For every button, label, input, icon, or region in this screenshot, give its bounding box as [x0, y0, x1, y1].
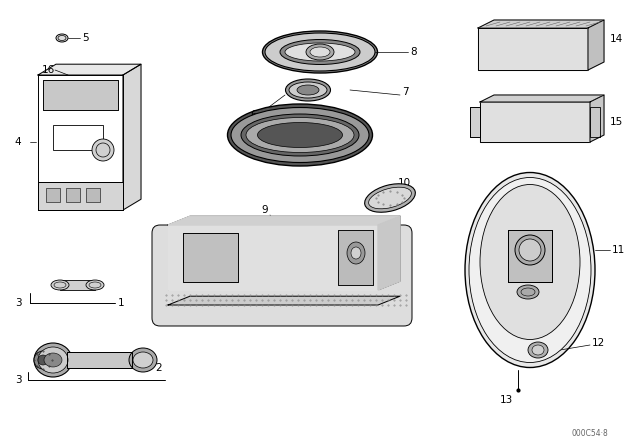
- Ellipse shape: [528, 342, 548, 358]
- Bar: [60, 280, 95, 290]
- Text: 9: 9: [262, 205, 268, 215]
- Bar: [183, 233, 238, 282]
- Polygon shape: [588, 20, 604, 70]
- Ellipse shape: [92, 139, 114, 161]
- Ellipse shape: [532, 345, 544, 355]
- Text: 16: 16: [42, 65, 55, 75]
- Bar: [67, 352, 132, 368]
- Ellipse shape: [285, 43, 355, 61]
- Bar: [53, 125, 103, 150]
- Polygon shape: [123, 64, 141, 210]
- Ellipse shape: [515, 235, 545, 265]
- Ellipse shape: [365, 184, 415, 212]
- Bar: [590, 107, 600, 137]
- Ellipse shape: [469, 177, 591, 362]
- Ellipse shape: [280, 39, 360, 65]
- Ellipse shape: [369, 187, 412, 209]
- Bar: [590, 107, 600, 137]
- Bar: [46, 188, 60, 202]
- Polygon shape: [38, 64, 141, 75]
- Text: 12: 12: [592, 338, 605, 348]
- Polygon shape: [480, 102, 590, 142]
- Polygon shape: [168, 225, 378, 290]
- Ellipse shape: [34, 343, 72, 377]
- Polygon shape: [168, 216, 400, 225]
- Bar: [67, 352, 132, 368]
- Ellipse shape: [38, 355, 48, 365]
- Bar: [43, 80, 118, 110]
- Ellipse shape: [133, 352, 153, 368]
- Ellipse shape: [44, 353, 62, 367]
- Text: 4: 4: [15, 137, 21, 147]
- Ellipse shape: [227, 104, 372, 166]
- Text: 6: 6: [250, 110, 257, 120]
- Text: 13: 13: [500, 395, 513, 405]
- Ellipse shape: [297, 85, 319, 95]
- Text: 7: 7: [402, 87, 408, 97]
- Bar: [470, 107, 480, 137]
- Bar: [508, 230, 552, 282]
- Bar: [38, 182, 123, 210]
- Ellipse shape: [241, 114, 359, 156]
- Bar: [338, 230, 373, 285]
- Text: 15: 15: [610, 117, 623, 127]
- Ellipse shape: [246, 117, 354, 152]
- Text: 8: 8: [410, 47, 417, 57]
- Text: 5: 5: [82, 33, 88, 43]
- Text: 000C54·8: 000C54·8: [572, 428, 609, 438]
- Text: 11: 11: [612, 245, 625, 255]
- Ellipse shape: [519, 239, 541, 261]
- Text: 3: 3: [15, 375, 21, 385]
- Ellipse shape: [86, 280, 104, 290]
- Ellipse shape: [265, 33, 375, 71]
- Ellipse shape: [480, 185, 580, 340]
- Ellipse shape: [310, 47, 330, 57]
- Text: 3: 3: [15, 298, 21, 308]
- Bar: [43, 80, 118, 110]
- Polygon shape: [478, 28, 588, 70]
- Ellipse shape: [306, 44, 334, 60]
- Text: 2: 2: [155, 363, 162, 373]
- Ellipse shape: [262, 31, 378, 73]
- Ellipse shape: [289, 82, 327, 98]
- Polygon shape: [378, 216, 400, 290]
- Polygon shape: [478, 20, 604, 28]
- Ellipse shape: [517, 285, 539, 299]
- Ellipse shape: [347, 242, 365, 264]
- Ellipse shape: [129, 348, 157, 372]
- Ellipse shape: [34, 351, 52, 369]
- Bar: [508, 230, 552, 282]
- Text: 10: 10: [398, 178, 411, 188]
- Bar: [338, 230, 373, 285]
- Text: 14: 14: [610, 34, 623, 44]
- Bar: [183, 233, 238, 282]
- Bar: [38, 182, 123, 210]
- Ellipse shape: [56, 34, 68, 42]
- Ellipse shape: [465, 172, 595, 367]
- Bar: [86, 188, 100, 202]
- Ellipse shape: [51, 280, 69, 290]
- Ellipse shape: [257, 122, 342, 147]
- Polygon shape: [168, 296, 400, 305]
- Bar: [470, 107, 480, 137]
- Polygon shape: [590, 95, 604, 142]
- Text: 1: 1: [118, 298, 125, 308]
- Ellipse shape: [285, 79, 330, 101]
- FancyBboxPatch shape: [152, 225, 412, 326]
- Ellipse shape: [231, 108, 369, 163]
- Polygon shape: [480, 95, 604, 102]
- Ellipse shape: [38, 347, 68, 373]
- Bar: [66, 188, 80, 202]
- Ellipse shape: [351, 247, 361, 259]
